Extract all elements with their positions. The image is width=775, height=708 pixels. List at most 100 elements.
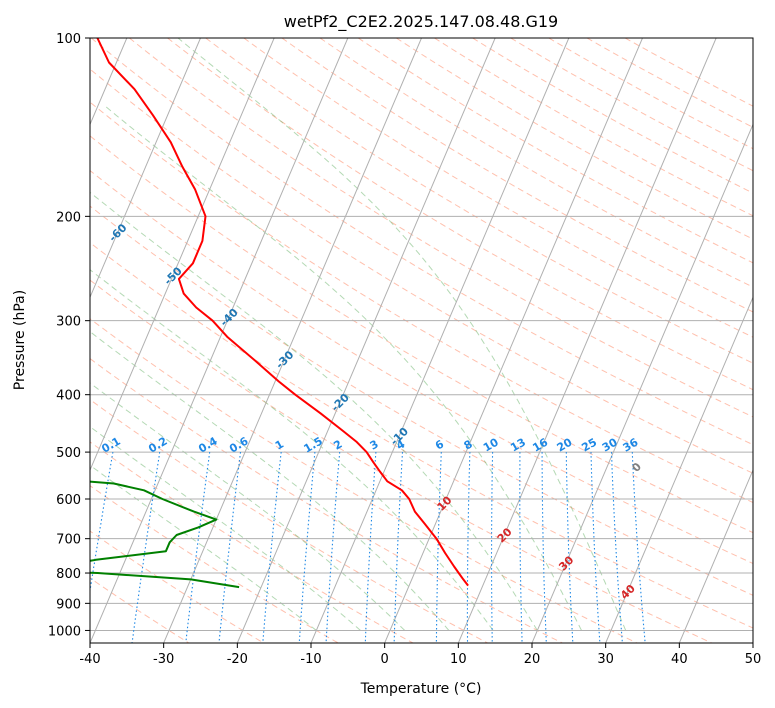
moist-adiabat-line [90,464,317,631]
isotherm-line [310,38,570,643]
dry-adiabat-line [167,38,753,391]
mixing-ratio-line [90,452,114,595]
moist-adiabat-line [90,382,406,631]
dry-adiabat-line [90,357,563,643]
isotherm-label: -40 [218,306,241,329]
dry-adiabat-line [396,38,753,240]
dry-adiabat-line [90,68,753,474]
moist-adiabat-line [90,331,450,631]
mixing-ratio-line [325,452,341,643]
mixing-ratio-line [185,452,211,643]
temperature-line [96,38,469,587]
dry-adiabat-line [548,38,753,150]
isotherm-line [752,641,753,643]
mixing-ratio-line [490,452,494,643]
moist-adiabat-line [104,105,582,631]
mixing-ratio-line [541,452,547,643]
profile-series [90,38,469,589]
isotherm-label: -80 [0,134,20,157]
x-tick-label: 20 [524,652,541,667]
mixing-ratio-line [590,452,601,643]
mixing-ratio-line [262,452,282,643]
isotherm-label: -10 [388,425,411,448]
dry-adiabat-line [90,530,264,643]
y-tick-label: 600 [56,493,81,508]
y-tick-label: 1000 [48,624,81,639]
isotherm-line [384,38,643,643]
y-tick-label: 800 [56,567,81,582]
isotherm-line [605,296,753,643]
dry-adiabat-line [586,38,753,128]
y-axis: 100 200 300 400 500 600 700 800 900 1000 [48,32,90,639]
isotherm-label: 0 [629,460,644,475]
isotherm-label: 40 [618,582,638,602]
mixing-ratio-line [565,452,574,643]
pressure-gridlines [90,38,753,631]
isotherms [90,38,753,643]
dry-adiabat-line [90,205,753,596]
mixing-ratio-line [298,452,316,643]
mixing-ratio-lines [90,452,646,643]
mixing-ratio-line [466,452,471,643]
mixing-ratio-label: 1 [273,438,286,453]
x-tick-label: 0 [381,652,389,667]
x-tick-label: 50 [745,652,762,667]
dry-adiabat-line [472,38,753,194]
dry-adiabat-line [90,135,753,534]
x-tick-label: -30 [153,652,174,667]
isotherm-line [678,468,753,643]
isotherm-label: 20 [495,525,515,545]
isotherm-label: 10 [435,493,455,513]
dry-adiabat-line [434,38,753,217]
dry-adiabat-line [357,38,753,264]
x-tick-label: -40 [79,652,100,667]
y-tick-label: 100 [56,32,81,47]
x-tick-label: -20 [227,652,248,667]
y-axis-label: Pressure (hPa) [12,290,28,390]
dry-adiabat-line [90,398,488,643]
moist-adiabats [90,38,627,631]
dry-adiabat-line [90,441,414,643]
moist-adiabat-line [177,38,627,631]
y-tick-label: 500 [56,446,81,461]
dry-adiabat-line [510,38,753,172]
moist-adiabat-line [90,191,538,631]
moist-adiabat-line [90,269,494,631]
dry-adiabat-line [281,38,753,313]
x-tick-label: 40 [671,652,688,667]
plot-frame [89,37,754,644]
dry-adiabat-line [90,318,638,643]
plot-area: 0.10.20.40.611.52346810131620253036-100-… [0,38,753,643]
y-tick-label: 400 [56,389,81,404]
isotherm-line [236,38,496,643]
mixing-ratio-line [519,452,523,643]
x-tick-label: -10 [300,652,321,667]
dry-adiabat-line [90,38,753,446]
mixing-ratio-line [218,452,242,643]
y-tick-label: 700 [56,533,81,548]
isotherm-line [531,123,753,643]
isotherm-line [90,38,201,299]
isotherm-line [90,38,275,472]
dry-adiabat-line [90,279,712,643]
mixing-ratio-line [364,452,377,643]
isotherm-label: -70 [51,178,74,201]
x-tick-label: 30 [597,652,614,667]
dry-adiabat-line [90,169,753,565]
mixing-ratio-line [631,452,646,643]
dry-adiabat-line [90,485,339,643]
x-axis: -40 -30 -20 -10 0 10 20 30 40 50 [79,643,761,667]
mixing-ratio-line [435,452,442,643]
isotherm-label: 30 [556,553,576,573]
isotherm-line [457,38,717,643]
mixing-ratio-label: 3 [368,438,381,453]
isotherm-line [90,38,349,643]
mixing-ratio-label: 6 [433,437,446,452]
mixing-ratio-line [393,452,404,643]
y-tick-label: 300 [56,315,81,330]
dry-adiabat-line [205,38,753,364]
dry-adiabat-line [90,242,753,629]
x-tick-label: 10 [450,652,467,667]
y-tick-label: 200 [56,210,81,225]
